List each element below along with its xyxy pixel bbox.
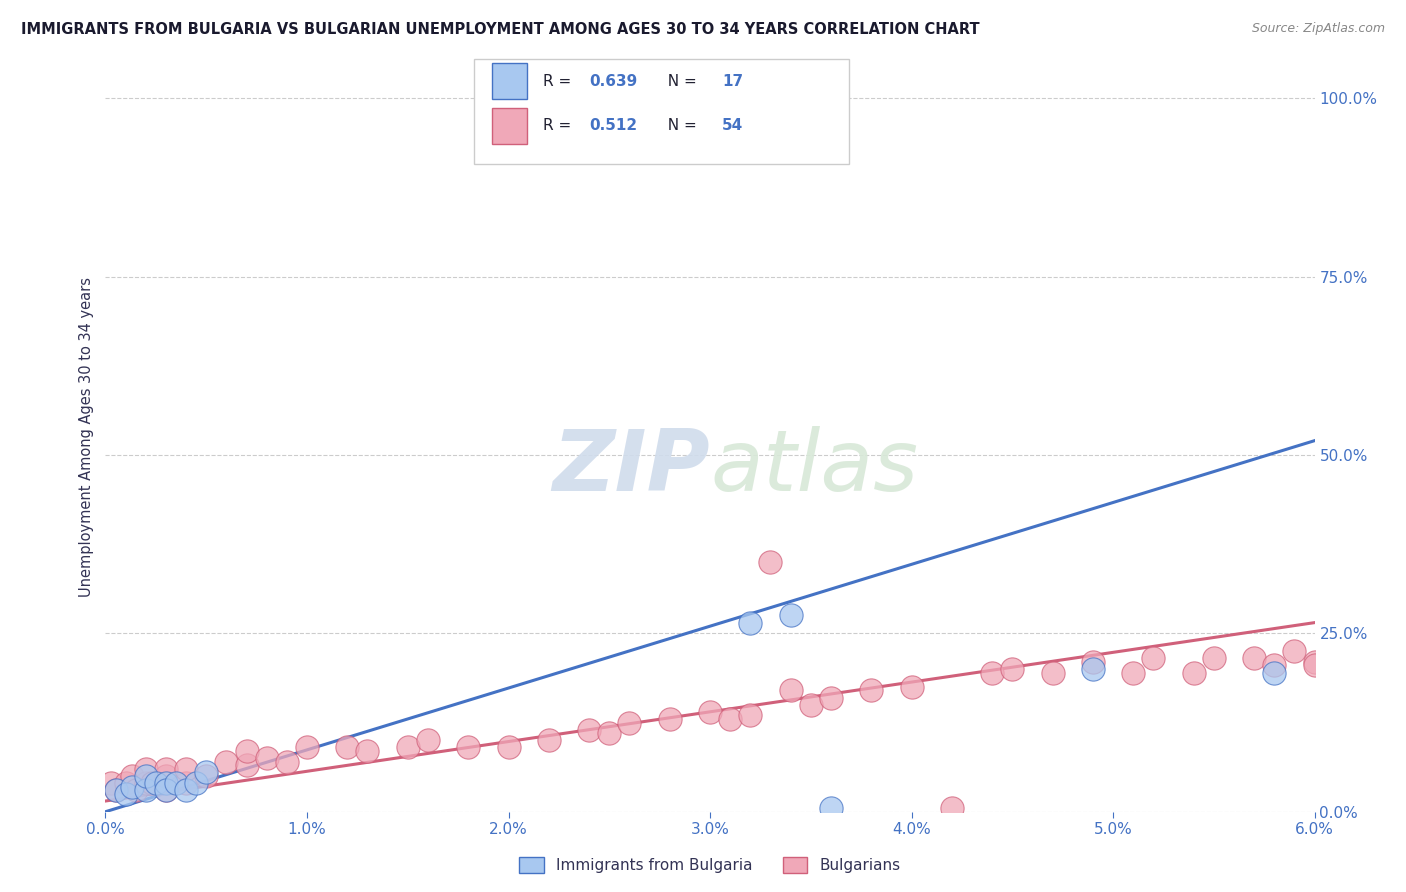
Point: [498, 740, 520, 755]
FancyBboxPatch shape: [492, 108, 527, 144]
Point: [1263, 658, 1285, 673]
Point: [165, 776, 187, 790]
Point: [155, 776, 177, 790]
Point: [1303, 655, 1326, 669]
Point: [256, 751, 278, 765]
Point: [1243, 651, 1265, 665]
Point: [1263, 665, 1285, 680]
Point: [141, 776, 163, 790]
Text: 0.512: 0.512: [589, 119, 637, 133]
Point: [215, 755, 238, 769]
Point: [1284, 644, 1306, 658]
Point: [186, 776, 208, 790]
Point: [941, 801, 963, 815]
Point: [174, 783, 197, 797]
Point: [155, 783, 177, 797]
Point: [1081, 655, 1104, 669]
Text: N =: N =: [658, 73, 702, 88]
Point: [537, 733, 560, 747]
Point: [155, 762, 177, 776]
Point: [820, 801, 842, 815]
Point: [981, 665, 1004, 680]
Point: [1081, 662, 1104, 676]
Point: [820, 690, 842, 705]
Point: [174, 762, 197, 776]
Point: [135, 776, 157, 790]
Point: [235, 744, 257, 758]
Point: [336, 740, 359, 755]
Point: [1182, 665, 1205, 680]
Point: [860, 683, 883, 698]
Point: [658, 712, 681, 726]
Point: [276, 755, 298, 769]
Point: [135, 783, 157, 797]
Legend: Immigrants from Bulgaria, Bulgarians: Immigrants from Bulgaria, Bulgarians: [513, 851, 907, 879]
Text: R =: R =: [543, 73, 576, 88]
Text: atlas: atlas: [710, 425, 918, 508]
Point: [457, 740, 479, 755]
Point: [135, 769, 157, 783]
Point: [135, 762, 157, 776]
Point: [740, 708, 762, 723]
Point: [155, 783, 177, 797]
Point: [235, 758, 257, 772]
Text: R =: R =: [543, 119, 576, 133]
Point: [779, 683, 801, 698]
Point: [121, 780, 143, 794]
Point: [1303, 658, 1326, 673]
Point: [1202, 651, 1225, 665]
Point: [900, 680, 922, 694]
Point: [114, 787, 136, 801]
Point: [174, 776, 197, 790]
Point: [598, 726, 620, 740]
Point: [578, 723, 600, 737]
Point: [295, 740, 318, 755]
Point: [619, 715, 641, 730]
Point: [104, 783, 127, 797]
FancyBboxPatch shape: [492, 63, 527, 99]
Point: [699, 705, 721, 719]
Text: 17: 17: [723, 73, 744, 88]
Y-axis label: Unemployment Among Ages 30 to 34 years: Unemployment Among Ages 30 to 34 years: [79, 277, 94, 597]
Point: [779, 608, 801, 623]
Point: [195, 765, 218, 780]
Point: [104, 783, 127, 797]
Text: ZIP: ZIP: [553, 425, 710, 508]
Point: [114, 776, 136, 790]
Point: [1001, 662, 1024, 676]
Point: [740, 615, 762, 630]
Point: [121, 769, 143, 783]
Point: [1122, 665, 1144, 680]
Point: [759, 555, 782, 569]
Point: [100, 776, 122, 790]
Point: [155, 769, 177, 783]
Point: [416, 733, 439, 747]
Point: [1142, 651, 1164, 665]
Point: [800, 698, 823, 712]
Point: [195, 769, 218, 783]
Point: [356, 744, 378, 758]
Point: [145, 776, 167, 790]
Text: IMMIGRANTS FROM BULGARIA VS BULGARIAN UNEMPLOYMENT AMONG AGES 30 TO 34 YEARS COR: IMMIGRANTS FROM BULGARIA VS BULGARIAN UN…: [21, 22, 980, 37]
Point: [718, 712, 741, 726]
Text: 54: 54: [723, 119, 744, 133]
Text: N =: N =: [658, 119, 702, 133]
Text: 0.639: 0.639: [589, 73, 637, 88]
Point: [396, 740, 419, 755]
Point: [1042, 665, 1064, 680]
Text: Source: ZipAtlas.com: Source: ZipAtlas.com: [1251, 22, 1385, 36]
FancyBboxPatch shape: [474, 59, 849, 163]
Point: [125, 783, 148, 797]
